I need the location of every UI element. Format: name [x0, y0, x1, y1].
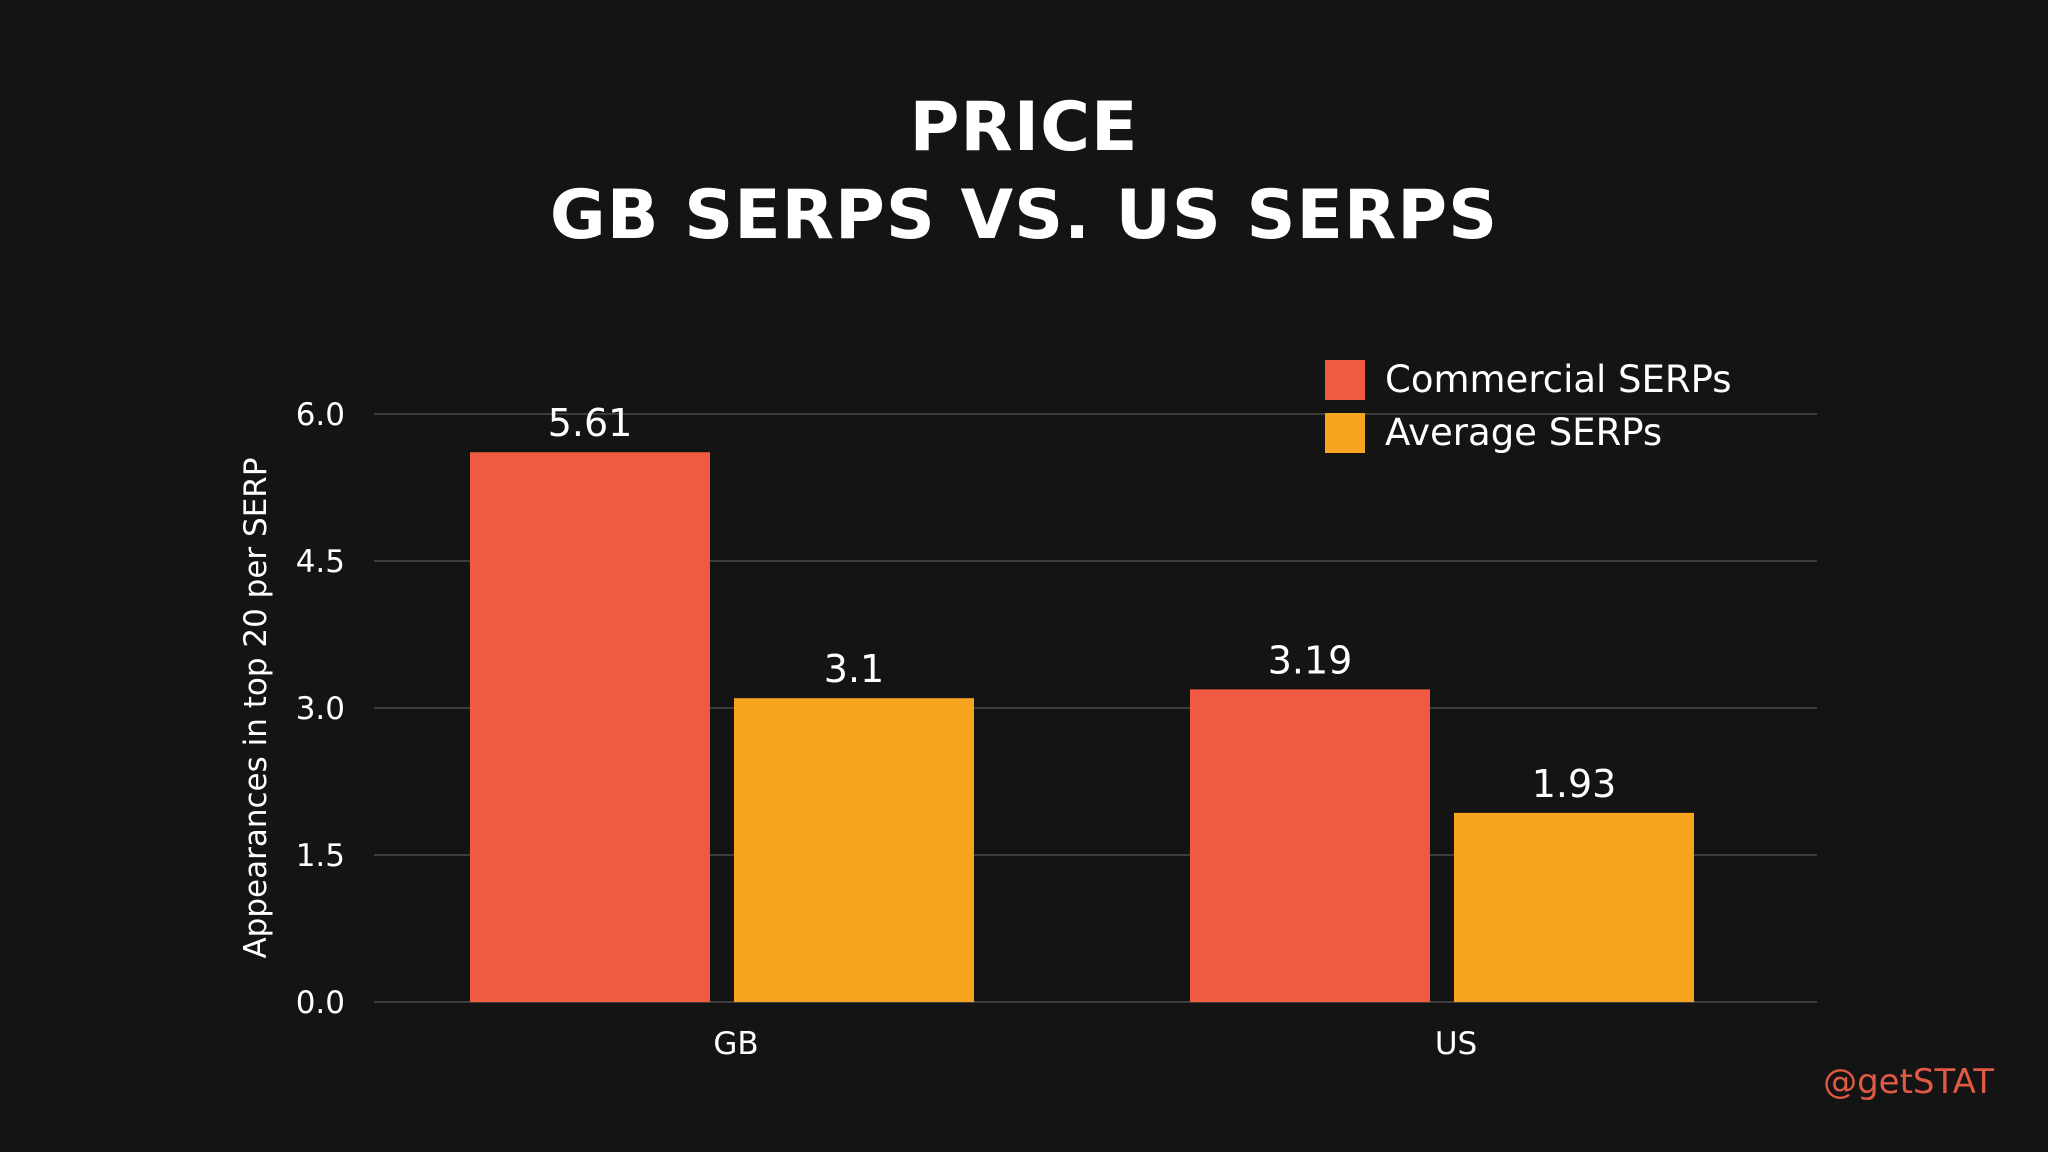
y-axis-ticks: 0.0 1.5 3.0 4.5 6.0: [296, 397, 345, 1021]
y-tick-label: 6.0: [296, 397, 345, 433]
chart-title-line-1: PRICE: [909, 88, 1139, 167]
bar-us-average-serps: [1454, 812, 1694, 1002]
credit-handle: @getSTAT: [1823, 1062, 1994, 1102]
data-label: 3.19: [1268, 638, 1353, 682]
bar-gb-average-serps: [734, 698, 974, 1002]
bar-gb-commercial-serps: [470, 452, 710, 1003]
legend: Commercial SERPs Average SERPs: [1325, 358, 1732, 454]
data-label: 1.93: [1532, 762, 1617, 806]
chart-title-line-2: GB SERPS VS. US SERPS: [549, 176, 1499, 255]
bar-us-commercial-serps: [1190, 689, 1430, 1002]
x-axis-ticks: GB US: [713, 1026, 1477, 1062]
y-axis-title: Appearances in top 20 per SERP: [238, 457, 274, 958]
x-tick-label: US: [1435, 1026, 1477, 1062]
bars: [470, 452, 1694, 1003]
x-tick-label: GB: [713, 1026, 758, 1062]
y-tick-label: 1.5: [296, 838, 345, 874]
legend-swatch: [1325, 360, 1365, 400]
legend-label: Average SERPs: [1385, 411, 1662, 454]
legend-label: Commercial SERPs: [1385, 358, 1732, 401]
data-labels: 5.61 3.1 3.19 1.93: [548, 401, 1617, 806]
y-tick-label: 3.0: [296, 691, 345, 727]
y-tick-label: 0.0: [296, 985, 345, 1021]
legend-swatch: [1325, 413, 1365, 453]
y-tick-label: 4.5: [296, 544, 345, 580]
data-label: 5.61: [548, 401, 633, 445]
data-label: 3.1: [824, 647, 884, 691]
